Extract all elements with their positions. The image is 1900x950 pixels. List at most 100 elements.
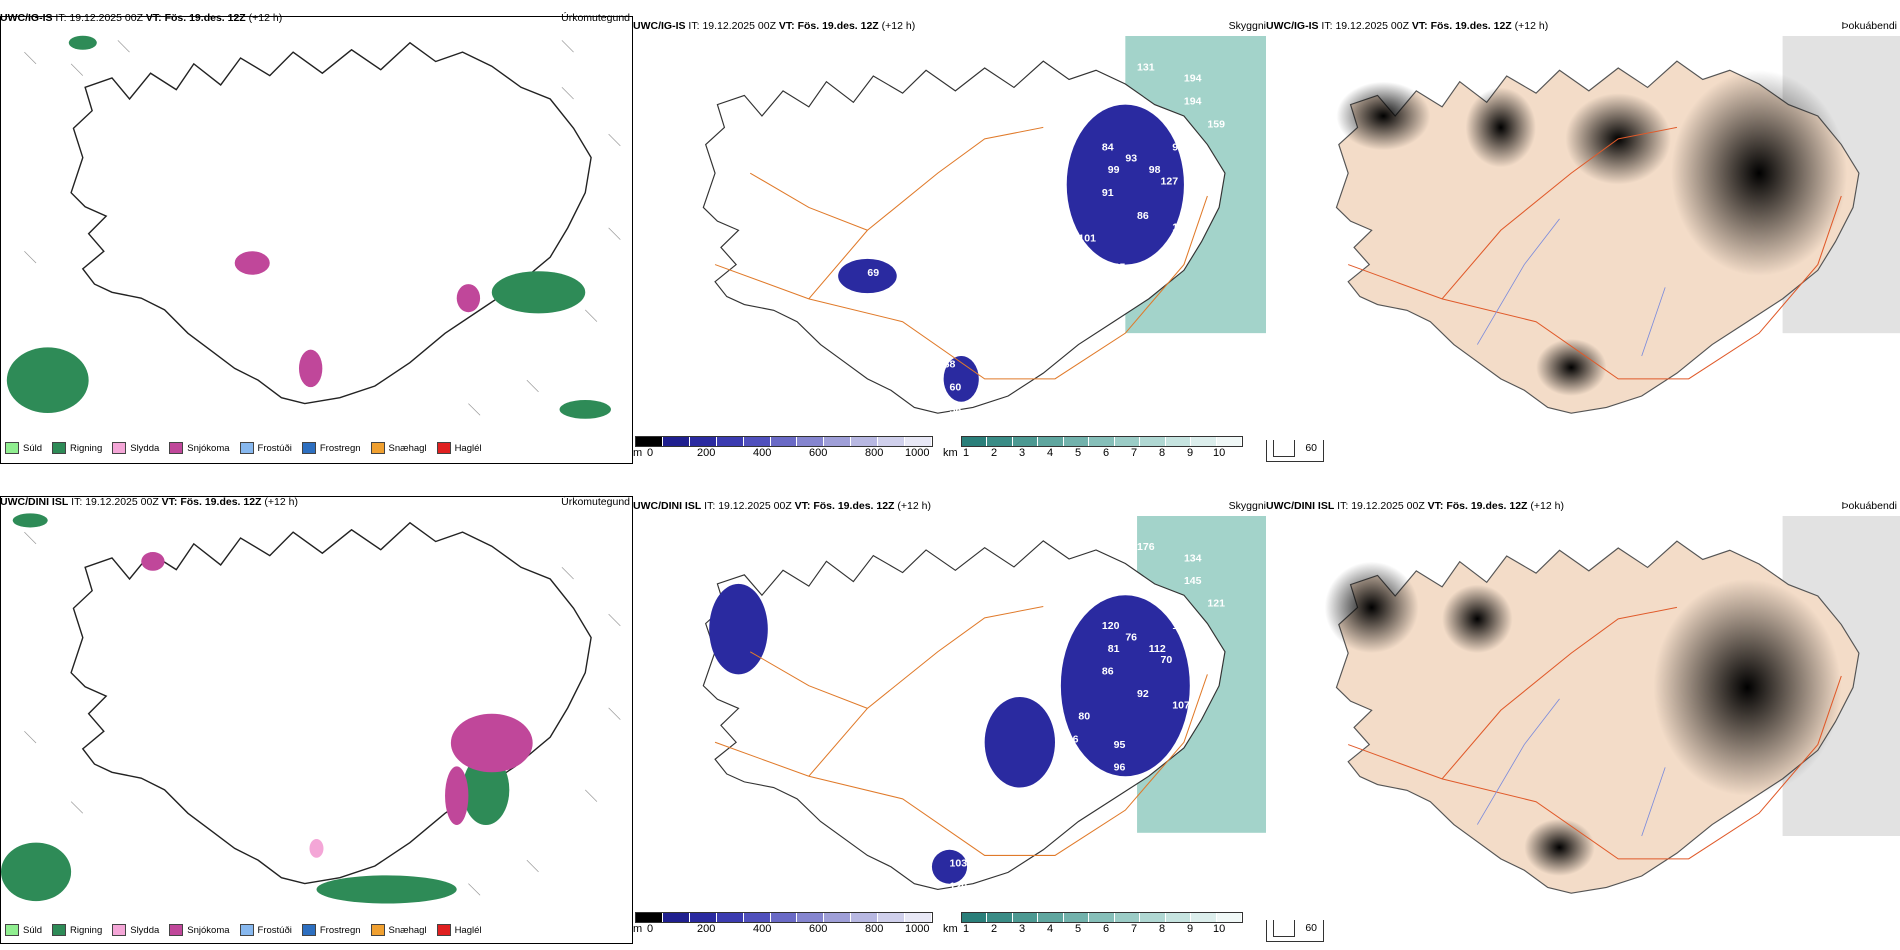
colorbar-segment: [905, 437, 932, 446]
swatch-icon: [112, 442, 127, 454]
visibility-tick: 8: [1159, 447, 1166, 459]
visibility-tick: 7: [1131, 923, 1138, 935]
colorbar-segment: [1191, 913, 1217, 922]
fog-legend-label: 60: [1305, 922, 1317, 934]
colorbar-segment: [689, 437, 717, 446]
cloud-value-label: 261: [938, 706, 956, 717]
precip-map: Súld Rigning Slydda Snjókoma Frostúði Fr…: [0, 16, 633, 464]
colorbar-segment: [1140, 913, 1166, 922]
ceiling-colorbar: m 0 200 400 600 800 1000: [633, 912, 933, 937]
visibility-tick: 5: [1075, 447, 1082, 459]
colorbar-segment: [1165, 437, 1192, 446]
lead-time: (+12 h): [881, 20, 916, 32]
visibility-tick: 4: [1047, 447, 1054, 459]
cloud-value-label: 96: [1114, 763, 1126, 774]
iceland-outline: [70, 42, 592, 405]
colorbar-segment: [1140, 437, 1166, 446]
it-value: 19.12.2025 00Z: [718, 500, 792, 512]
swatch-icon: [169, 442, 184, 454]
cloud-value-label: 96: [1172, 142, 1184, 153]
ceiling-colorbar-bar: [635, 436, 933, 447]
swatch-icon: [239, 442, 254, 454]
cloud-value-label: 70: [1161, 655, 1173, 666]
cloud-value-label: 193: [867, 746, 885, 757]
ceiling-tick: 200: [697, 923, 716, 935]
cloud-value-label: 112: [1149, 644, 1166, 655]
cloud-value-labels: 176 134 145 121 169 112 120 81 86 76 70 92 107 80 96 19…: [785, 542, 1225, 892]
panel-title: UWC/IG-IS IT: 19.12.2025 00Z VT: Fös. 19…: [1266, 20, 1900, 35]
low-ceiling-areas: [838, 104, 1184, 402]
precip-panel: UWC/DINI ISL IT: 19.12.2025 00Z VT: Fös.…: [0, 496, 633, 944]
colorbar-segment: [1063, 913, 1090, 922]
visibility-tick: 8: [1159, 923, 1166, 935]
visibility-tick: 10: [1213, 447, 1226, 459]
precip-panel: UWC/IG-IS IT: 19.12.2025 00Z VT: Fös. 19…: [0, 12, 633, 464]
precip-map-svg: [6, 35, 621, 419]
cloud-value-label: 131: [1137, 62, 1155, 73]
vt-value: Fös. 19.des. 12Z: [1446, 500, 1528, 512]
cloud-value-label: 86: [944, 836, 956, 847]
cloud-value-label: 194: [1184, 74, 1202, 85]
cloud-value-label: 120: [826, 763, 844, 774]
vt-value: Fös. 19.des. 12Z: [1430, 20, 1512, 32]
cloud-value-label: 120: [1102, 621, 1120, 632]
colorbar-segment: [962, 437, 988, 446]
panel-parameter: Skyggni: [1228, 20, 1266, 32]
it-label: IT:: [704, 500, 716, 512]
fog-dark-areas: [1336, 70, 1848, 396]
cloud-map-svg: 176 134 145 121 169 112 120 81 86 76 70 92 107 80 96 19…: [702, 516, 1266, 892]
colorbar-segment: [662, 437, 690, 446]
cloud-map-svg: 131 194 194 159 96 98 84 99 91 93 127 86 100 101 104 69…: [702, 36, 1266, 416]
precip-legend: Súld Rigning Slydda Snjókoma Frostúði Fr…: [5, 442, 482, 454]
fog-swatch-icon: [1273, 919, 1296, 937]
colorbar-segment: [1012, 913, 1039, 922]
cloud-value-label: 100: [1172, 222, 1190, 233]
visibility-colorbar: km 1 2 3 4 5 6 7 8 9 10: [943, 912, 1243, 937]
it-label: IT:: [1321, 20, 1333, 32]
cloud-value-label: 120: [950, 882, 968, 893]
colorbar-segment: [716, 437, 744, 446]
panel-parameter: Úrkomutegund: [561, 12, 630, 24]
snow-areas: [141, 552, 533, 825]
snow-areas: [234, 251, 481, 388]
colorbar-segment: [1089, 437, 1115, 446]
cloud-value-label: 85: [1114, 262, 1126, 273]
colorbar-segment: [662, 913, 690, 922]
colorbar-segment: [770, 913, 798, 922]
cloud-value-label: 93: [1125, 154, 1137, 165]
swatch-icon: [52, 924, 67, 936]
legend-item: Súld: [5, 442, 42, 454]
cloud-value-label: 169: [1172, 621, 1190, 632]
visibility-tick: 7: [1131, 447, 1138, 459]
roads: [714, 606, 1208, 856]
rain-areas: [1, 513, 510, 904]
swatch-icon: [169, 924, 184, 936]
legend-item: Rigning: [52, 442, 102, 454]
swatch-icon: [239, 924, 254, 936]
swatch-icon: [436, 924, 451, 936]
cloud-value-label: 127: [1161, 177, 1179, 188]
cloud-value-label: 76: [1078, 325, 1090, 336]
lead-time: (+12 h): [1514, 20, 1549, 32]
visibility-tick: 6: [1103, 447, 1110, 459]
vt-value: Fös. 19.des. 12Z: [813, 500, 895, 512]
visibility-tick: 1: [963, 447, 970, 459]
ceiling-tick: 1000: [905, 923, 930, 935]
cloud-value-labels: 131 194 194 159 96 98 84 99 91 93 127 86 100 101 104 69…: [785, 62, 1225, 416]
it-value: 19.12.2025 00Z: [69, 12, 143, 24]
swatch-icon: [5, 442, 19, 454]
roads: [1347, 126, 1842, 380]
low-ceiling-areas: [709, 583, 1190, 884]
model-name: UWC/DINI ISL: [0, 496, 69, 508]
rivers: [1476, 698, 1666, 837]
roads: [1347, 606, 1842, 860]
it-label: IT:: [55, 12, 67, 24]
cloud-value-label: 96: [1067, 734, 1079, 745]
model-name: UWC/IG-IS: [0, 12, 53, 24]
colorbar-segment: [1216, 913, 1242, 922]
cloud-value-label: 107: [1172, 700, 1190, 711]
cloud-value-label: 58: [944, 360, 956, 371]
cloud-value-label: 101: [1078, 234, 1096, 245]
swatch-icon: [112, 924, 127, 936]
fog-map-svg: [1335, 36, 1900, 414]
